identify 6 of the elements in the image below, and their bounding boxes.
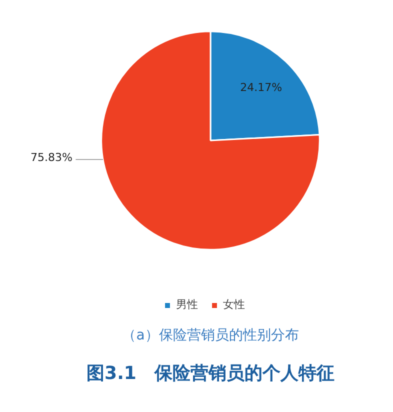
text: （a）保险营销员的性别分布 [122,328,299,344]
legend-label: 女性 [223,297,245,312]
data-label: 75.83% [30,150,72,164]
data-label: 24.17% [240,81,282,94]
text: 图3.1 保险营销员的个人特征 [86,363,334,384]
legend-label: 男性 [176,297,198,312]
